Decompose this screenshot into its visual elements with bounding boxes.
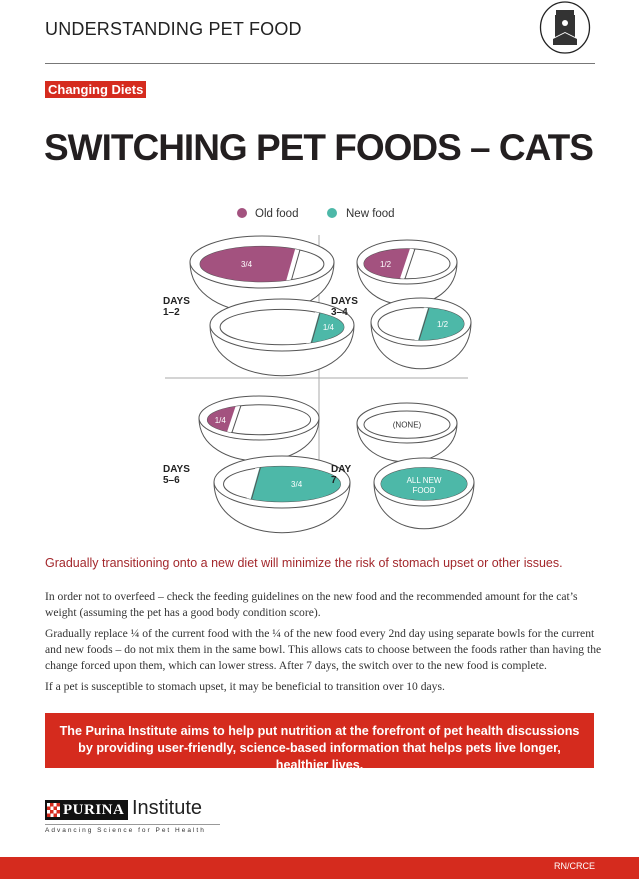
institute-text: Institute [132, 797, 203, 819]
day-label: DAY [331, 464, 352, 475]
day-label: 3–4 [331, 307, 348, 318]
food-portion [364, 248, 412, 279]
legend-old-label: Old food [255, 208, 298, 220]
portion-gap [226, 404, 241, 435]
food-portion [381, 467, 467, 501]
legend-new-label: New food [346, 208, 395, 220]
empty-portion-edge [250, 466, 262, 502]
portion-gap [286, 246, 300, 282]
day-label: 5–6 [163, 475, 180, 486]
lead-sentence: Gradually transitioning onto a new diet … [45, 556, 563, 570]
page-title: SWITCHING PET FOODS – CATS [44, 127, 594, 168]
empty-portion-edge [290, 246, 302, 282]
day-label: 1–2 [163, 307, 180, 318]
portion-label: 3/4 [291, 480, 303, 489]
footer-bar [0, 857, 639, 879]
portion-label: 3/4 [241, 260, 253, 269]
bowl-transition-illustration: Old food New food3/41/4DAYS1–21/21/2DAYS3… [163, 208, 475, 534]
pet-food-bag-icon [539, 1, 591, 54]
portion-label: FOOD [412, 486, 435, 495]
new-food-bowl [213, 455, 351, 534]
paragraph: If a pet is susceptible to stomach upset… [45, 680, 445, 693]
new-food-bowl [373, 457, 475, 530]
section-kicker: UNDERSTANDING PET FOOD [45, 19, 302, 39]
empty-portion-edge [418, 307, 430, 341]
portion-gap [245, 466, 260, 502]
empty-portion-edge [404, 248, 416, 279]
paragraph: Gradually replace ¼ of the current food … [45, 627, 602, 672]
portion-gap [306, 309, 320, 345]
portion-label: 1/4 [215, 416, 227, 425]
purina-wordmark: PURINA [45, 800, 128, 820]
purina-institute-logo: PURINA Institute Advancing Science for P… [45, 797, 220, 836]
portion-label: ALL NEW [407, 476, 442, 485]
portion-label: (NONE) [393, 421, 422, 430]
new-food-bowl [370, 297, 472, 370]
category-tag: Changing Diets [45, 81, 147, 98]
logo-slogan: Advancing Science for Pet Health [45, 827, 206, 834]
empty-portion-edge [310, 309, 322, 345]
food-portion [416, 307, 464, 341]
portion-gap [414, 307, 428, 341]
old-food-bowl [356, 239, 458, 306]
checkerboard-icon [47, 803, 60, 817]
brand-text: PURINA [63, 802, 125, 818]
bowl-inner [363, 410, 451, 439]
day-label: DAYS [163, 296, 190, 307]
header-rule [45, 63, 595, 64]
old-food-legend-dot [237, 208, 247, 218]
day-label: 7 [331, 475, 337, 486]
new-food-legend-dot [327, 208, 337, 218]
portion-label: 1/2 [380, 260, 392, 269]
portion-label: 1/2 [437, 320, 449, 329]
portion-gap [400, 248, 414, 279]
old-food-bowl [356, 402, 458, 463]
empty-portion-edge [230, 404, 242, 435]
paragraph: In order not to overfeed – check the fee… [45, 590, 578, 619]
old-food-bowl [198, 395, 320, 462]
mission-banner: The Purina Institute aims to help put nu… [45, 713, 594, 772]
portion-label: 1/4 [323, 323, 335, 332]
logo-rule [45, 824, 220, 825]
footer-code: RN/CRCE [553, 861, 595, 871]
food-portion [247, 466, 341, 502]
day-label: DAYS [163, 464, 190, 475]
day-label: DAYS [331, 296, 358, 307]
food-portion [200, 246, 298, 282]
new-food-bowl [209, 298, 355, 377]
